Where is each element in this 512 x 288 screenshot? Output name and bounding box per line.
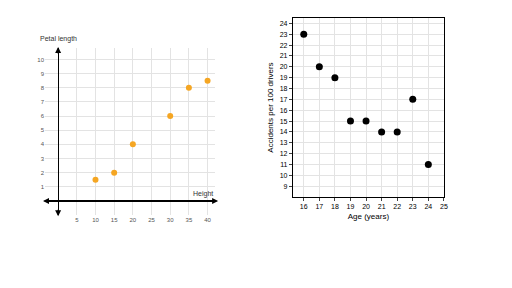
- svg-text:40: 40: [204, 217, 211, 223]
- svg-text:13: 13: [280, 139, 288, 146]
- svg-text:10: 10: [37, 57, 44, 63]
- svg-text:10: 10: [280, 172, 288, 179]
- svg-text:12: 12: [280, 150, 288, 157]
- svg-text:18: 18: [331, 203, 339, 210]
- svg-text:22: 22: [393, 203, 401, 210]
- svg-text:23: 23: [280, 31, 288, 38]
- svg-text:23: 23: [409, 203, 417, 210]
- svg-text:Age (years): Age (years): [348, 212, 390, 221]
- svg-text:4: 4: [41, 141, 45, 147]
- svg-text:11: 11: [280, 161, 287, 168]
- svg-text:18: 18: [280, 85, 288, 92]
- svg-text:24: 24: [424, 203, 432, 210]
- svg-text:14: 14: [280, 128, 288, 135]
- svg-text:7: 7: [41, 99, 45, 105]
- svg-text:19: 19: [280, 74, 288, 81]
- svg-text:20: 20: [362, 203, 370, 210]
- svg-text:17: 17: [315, 203, 323, 210]
- svg-text:1: 1: [41, 184, 45, 190]
- svg-text:17: 17: [280, 96, 288, 103]
- svg-text:21: 21: [378, 203, 386, 210]
- svg-text:10: 10: [92, 217, 99, 223]
- svg-text:Petal length: Petal length: [40, 35, 77, 43]
- svg-text:8: 8: [41, 85, 45, 91]
- svg-text:20: 20: [280, 63, 288, 70]
- svg-text:15: 15: [111, 217, 118, 223]
- svg-text:Accidents per 100 drivers: Accidents per 100 drivers: [266, 62, 275, 152]
- svg-text:5: 5: [41, 127, 45, 133]
- svg-text:35: 35: [186, 217, 193, 223]
- svg-text:2: 2: [41, 170, 45, 176]
- svg-text:16: 16: [280, 107, 288, 114]
- svg-text:25: 25: [148, 217, 155, 223]
- svg-text:9: 9: [284, 183, 288, 190]
- svg-text:19: 19: [347, 203, 355, 210]
- svg-text:3: 3: [41, 156, 45, 162]
- svg-text:16: 16: [300, 203, 308, 210]
- svg-text:30: 30: [167, 217, 174, 223]
- svg-text:20: 20: [130, 217, 137, 223]
- svg-text:21: 21: [280, 52, 288, 59]
- svg-text:6: 6: [41, 113, 45, 119]
- svg-text:Height: Height: [193, 190, 213, 198]
- svg-text:22: 22: [280, 42, 288, 49]
- svg-text:9: 9: [41, 71, 45, 77]
- svg-text:24: 24: [280, 20, 288, 27]
- svg-text:25: 25: [440, 203, 448, 210]
- svg-text:5: 5: [75, 217, 79, 223]
- svg-text:15: 15: [280, 118, 288, 125]
